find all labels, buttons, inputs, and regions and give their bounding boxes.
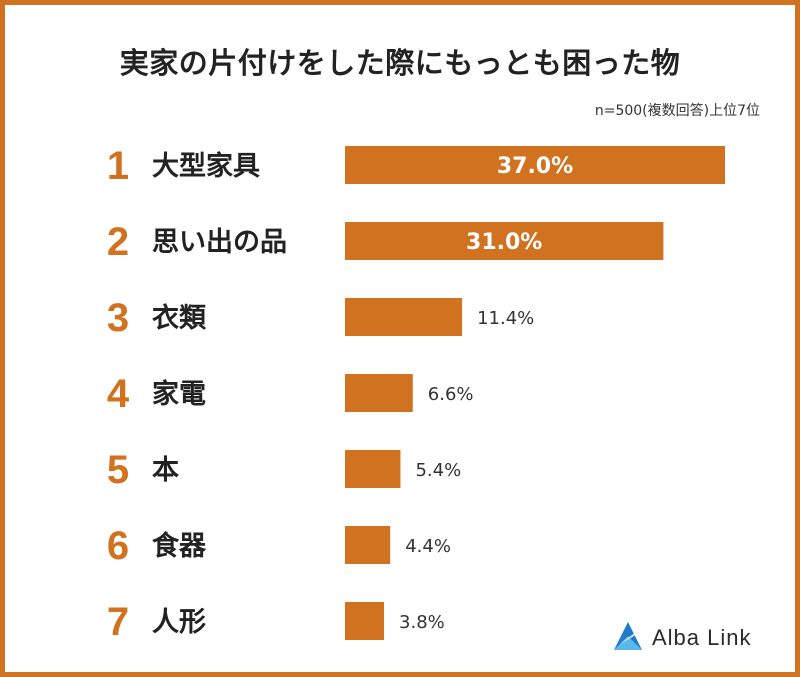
- sample-note: n=500(複数回答)上位7位: [594, 103, 760, 119]
- rank-number: 4: [107, 372, 130, 416]
- alba-link-logo-icon: [614, 622, 642, 650]
- value-label: 4.4%: [405, 536, 451, 557]
- category-label: 思い出の品: [152, 227, 287, 258]
- bar: [345, 602, 385, 640]
- category-label: 大型家具: [152, 150, 260, 182]
- value-label: 37.0%: [497, 154, 573, 179]
- bar: [345, 298, 463, 336]
- brand-name: Alba Link: [652, 625, 752, 650]
- value-label: 31.0%: [466, 230, 542, 255]
- rank-number: 6: [107, 524, 129, 568]
- bar: [345, 450, 401, 488]
- bar: [345, 374, 413, 412]
- value-label: 11.4%: [477, 308, 534, 329]
- category-label: 本: [152, 455, 179, 486]
- rank-number: 3: [107, 296, 129, 340]
- value-label: 5.4%: [415, 460, 461, 481]
- rank-number: 7: [107, 600, 129, 644]
- brand-logo: Alba Link: [610, 618, 770, 658]
- rank-number: 1: [107, 144, 129, 188]
- category-label: 食器: [152, 530, 207, 562]
- rank-number: 5: [107, 448, 129, 492]
- bar: [345, 146, 725, 184]
- category-label: 人形: [152, 607, 206, 638]
- category-label: 家電: [152, 378, 206, 410]
- value-label: 3.8%: [399, 612, 445, 633]
- chart-title: 実家の片付けをした際にもっとも困った物: [119, 46, 681, 80]
- rank-number: 2: [107, 220, 129, 264]
- value-label: 6.6%: [428, 384, 474, 405]
- category-label: 衣類: [152, 302, 207, 334]
- bar: [345, 222, 664, 260]
- bar: [345, 526, 391, 564]
